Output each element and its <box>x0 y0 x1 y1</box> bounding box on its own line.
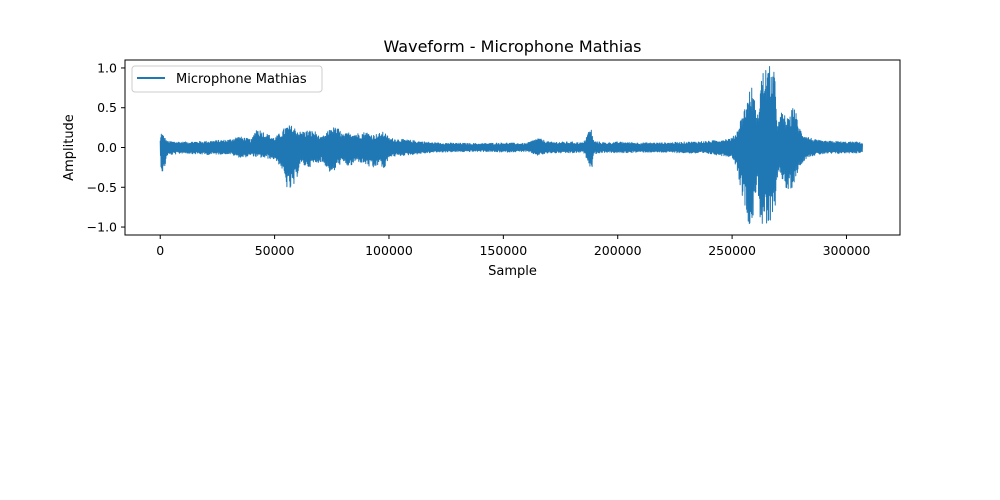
x-axis-label: Sample <box>488 264 537 279</box>
legend-entry-label: Microphone Mathias <box>176 72 307 87</box>
y-tick-label: −1.0 <box>87 220 117 235</box>
x-tick-label: 250000 <box>708 243 756 258</box>
x-tick-label: 50000 <box>255 243 295 258</box>
y-tick-label: 0.5 <box>97 100 117 115</box>
waveform-series-line <box>159 65 863 225</box>
y-axis-label: Amplitude <box>62 114 77 181</box>
x-tick-label: 150000 <box>479 243 527 258</box>
y-tick-label: −0.5 <box>87 180 117 195</box>
y-tick-label: 1.0 <box>97 60 117 75</box>
legend: Microphone Mathias <box>131 65 323 93</box>
legend-box <box>131 65 323 93</box>
x-tick-label: 0 <box>156 243 164 258</box>
x-tick-label: 200000 <box>594 243 642 258</box>
y-tick-label: 0.0 <box>97 140 117 155</box>
y-axis: 1.0 0.5 0.0 −0.5 −1.0 <box>87 60 125 235</box>
x-tick-label: 100000 <box>365 243 413 258</box>
chart-title: Waveform - Microphone Mathias <box>384 37 642 56</box>
x-tick-label: 300000 <box>823 243 871 258</box>
x-axis: 0 50000 100000 150000 200000 250000 300000 <box>156 235 870 258</box>
